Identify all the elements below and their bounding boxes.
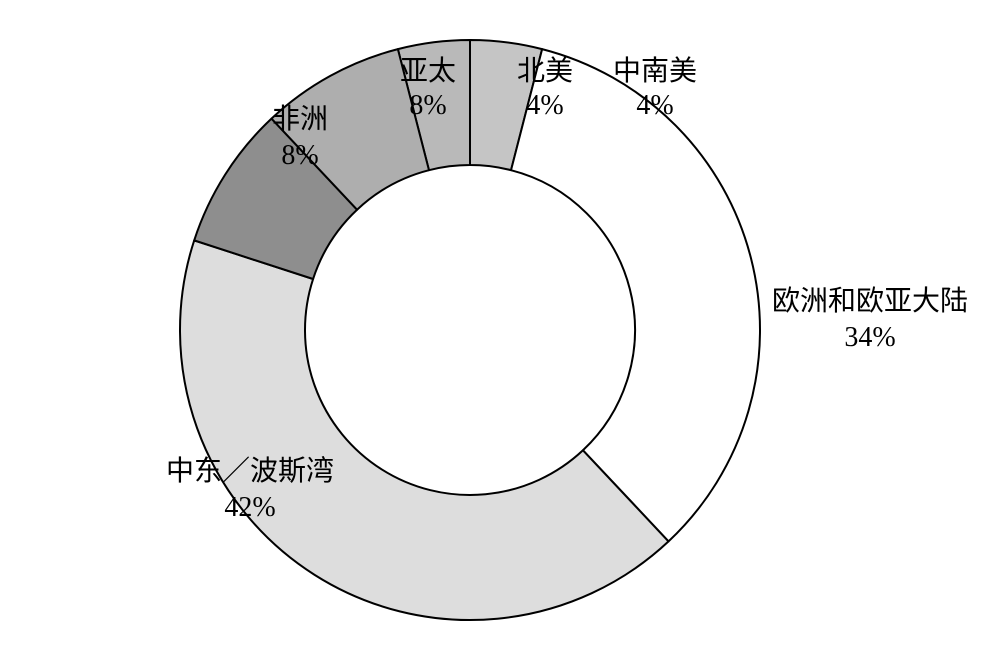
- slice-label-2: 欧洲和欧亚大陆: [772, 285, 968, 317]
- slice-label-4: 非洲: [272, 103, 328, 135]
- slice-pct-1: 4%: [636, 90, 673, 121]
- slice-3: [180, 240, 669, 620]
- slice-2: [511, 49, 760, 541]
- slice-label-1: 中南美: [613, 55, 697, 87]
- slice-label-3: 中东／波斯湾: [166, 455, 334, 487]
- donut-chart: 北美4%中南美4%欧洲和欧亚大陆34%中东／波斯湾42%非洲8%亚太8%: [0, 0, 997, 647]
- slice-pct-5: 8%: [409, 90, 446, 121]
- slice-pct-3: 42%: [224, 492, 275, 523]
- slice-pct-0: 4%: [526, 90, 563, 121]
- slice-label-0: 北美: [517, 55, 573, 87]
- slice-pct-2: 34%: [844, 322, 895, 353]
- slice-label-5: 亚太: [400, 55, 456, 87]
- slice-pct-4: 8%: [281, 140, 318, 171]
